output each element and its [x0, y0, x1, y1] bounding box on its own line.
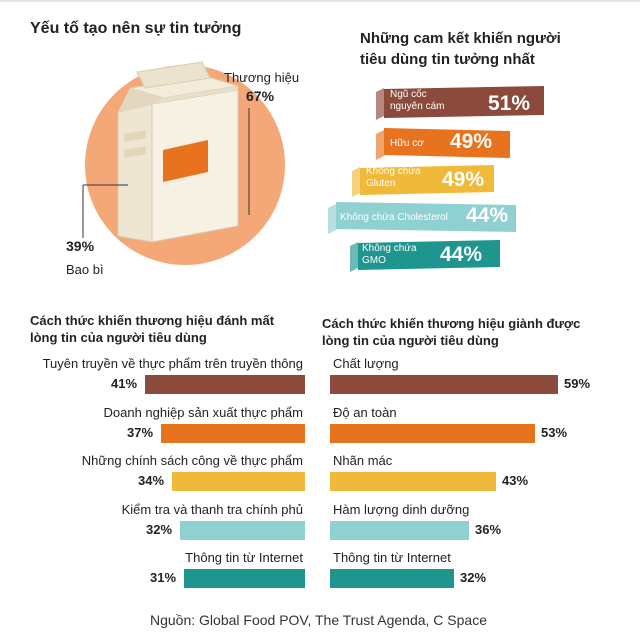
ribbon-value-0: 51% [488, 92, 531, 115]
gain-bars-label-0: Chất lượng [333, 356, 399, 371]
lose-trust-title-line-2: lòng tin của người tiêu dùng [30, 330, 207, 345]
commitments-title: Những cam kết khiến người tiêu dùng tin … [360, 28, 561, 70]
gain-bars-value-0: 59% [564, 376, 591, 391]
ribbon-label-0: Ngũ cốc nguyên cám [390, 89, 445, 112]
ribbon-value-2: 49% [442, 168, 485, 191]
gain-bars-bar-2 [330, 472, 496, 491]
gain-trust-title-line-1: Cách thức khiến thương hiệu giành được [322, 316, 581, 331]
lose-bars-value-2: 34% [138, 473, 165, 488]
ribbon-tail-3 [328, 204, 336, 234]
gain-bars-value-3: 36% [475, 522, 502, 537]
ribbon-label-3: Không chứa Cholesterol [340, 212, 448, 223]
ribbon-band-3 [336, 202, 516, 232]
gain-bars-label-3: Hàm lượng dinh dưỡng [333, 502, 470, 517]
ribbon-band-4 [358, 240, 500, 270]
trust-factors-title: Yếu tố tạo nên sự tin tưởng [30, 20, 242, 37]
gain-bars-label-1: Độ an toàn [333, 405, 397, 420]
ribbon-value-3: 44% [466, 204, 509, 227]
lose-bars-bar-3 [180, 521, 305, 540]
pie-brand-label: Thương hiệu [224, 70, 300, 85]
lose-bars-label-0: Tuyên truyền về thực phẩm trên truyền th… [42, 356, 303, 371]
lose-bars-value-4: 31% [150, 570, 177, 585]
gain-trust-title-line-2: lòng tin của người tiêu dùng [322, 333, 499, 348]
ribbon-tail-4 [350, 242, 358, 272]
commitments-title-line-1: Những cam kết khiến người [360, 30, 561, 47]
carton-logo-panel [163, 140, 208, 182]
source-footer: Nguồn: Global Food POV, The Trust Agenda… [150, 612, 487, 628]
lose-bars-label-3: Kiểm tra và thanh tra chính phủ [121, 502, 303, 517]
pie-packaging-label: Bao bì [66, 262, 104, 277]
gain-trust-title: Cách thức khiến thương hiệu giành được l… [322, 315, 580, 349]
ribbon-tail-1 [376, 130, 384, 160]
gain-bars-value-1: 53% [541, 425, 568, 440]
lose-bars-label-4: Thông tin từ Internet [185, 550, 303, 565]
ribbon-band-0 [384, 86, 544, 118]
ribbon-band-1 [384, 128, 510, 158]
ribbon-band-2 [360, 165, 494, 195]
milk-carton-illustration [117, 61, 239, 243]
ribbon-tail-0 [376, 88, 384, 120]
lose-bars-bar-1 [161, 424, 305, 443]
ribbon-label-4: Không chứa GMO [362, 243, 417, 266]
gain-bars-value-4: 32% [460, 570, 487, 585]
gain-bars-label-4: Thông tin từ Internet [333, 550, 451, 565]
ribbon-value-4: 44% [440, 243, 483, 266]
pie-brand-value: 67% [246, 88, 275, 104]
commitments-title-line-2: tiêu dùng tin tưởng nhất [360, 51, 535, 68]
lose-bars-value-1: 37% [127, 425, 154, 440]
gain-bars-bar-3 [330, 521, 469, 540]
lose-trust-title-line-1: Cách thức khiến thương hiệu đánh mất [30, 313, 275, 328]
ribbon-label-2: Không chứa Gluten [366, 166, 421, 189]
ribbon-value-1: 49% [450, 130, 493, 153]
lose-bars-bar-4 [184, 569, 305, 588]
lose-bars-label-1: Doanh nghiệp sản xuất thực phẩm [103, 405, 303, 420]
gain-bars-bar-1 [330, 424, 535, 443]
gain-bars-label-2: Nhãn mác [333, 453, 393, 468]
lose-bars-value-0: 41% [111, 376, 138, 391]
lose-trust-title: Cách thức khiến thương hiệu đánh mất lòn… [30, 312, 274, 346]
pie-packaging-value: 39% [66, 238, 95, 254]
gain-bars-value-2: 43% [502, 473, 529, 488]
lose-bars-label-2: Những chính sách công về thực phẩm [81, 453, 303, 468]
gain-bars-bar-0 [330, 375, 558, 394]
lose-bars-bar-2 [172, 472, 305, 491]
ribbon-tail-2 [352, 167, 360, 197]
ribbon-label-1: Hữu cơ [390, 138, 424, 149]
lose-bars-value-3: 32% [146, 522, 173, 537]
lose-bars-bar-0 [145, 375, 305, 394]
gain-bars-bar-4 [330, 569, 454, 588]
top-rule [0, 0, 640, 2]
